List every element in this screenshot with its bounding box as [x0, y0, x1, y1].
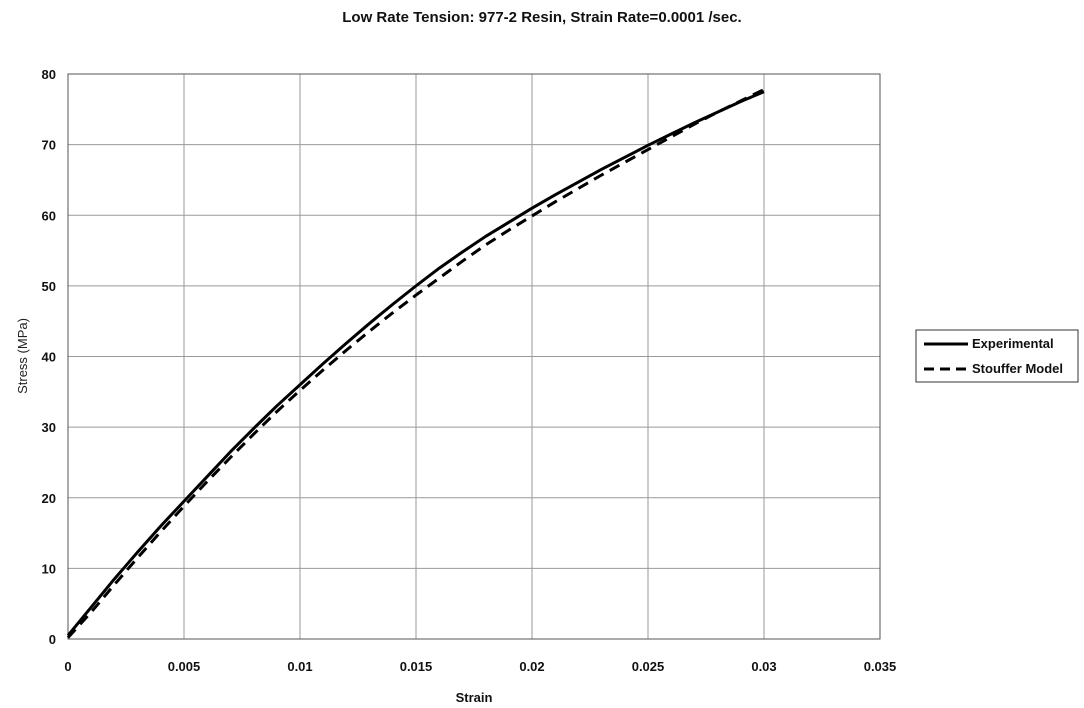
plot-area: [67, 73, 881, 640]
x-tick-label: 0.005: [168, 659, 201, 674]
legend-box: [915, 329, 1079, 383]
series-line-stouffer-model: [66, 88, 765, 639]
y-tick-label: 60: [42, 208, 56, 223]
y-tick-label: 0: [49, 632, 56, 647]
y-tick-label: 10: [42, 561, 56, 576]
y-tick-label: 70: [42, 138, 56, 153]
x-tick-label: 0.025: [632, 659, 665, 674]
y-tick-label: 20: [42, 491, 56, 506]
x-tick-label: 0.02: [519, 659, 544, 674]
grid: [67, 73, 881, 640]
y-axis-ticks: 0 10 20 30 40 50 60 70 80: [42, 67, 56, 647]
x-axis-label: Strain: [456, 690, 493, 705]
y-tick-label: 80: [42, 67, 56, 82]
series-line-experimental: [66, 90, 765, 637]
y-tick-label: 40: [42, 350, 56, 365]
x-tick-label: 0.01: [287, 659, 312, 674]
x-axis-ticks: 0 0.005 0.01 0.015 0.02 0.025 0.03 0.035: [64, 659, 896, 674]
x-tick-label: 0.035: [864, 659, 897, 674]
y-axis-label: Stress (MPa): [15, 318, 30, 394]
series-layer: [66, 88, 765, 639]
x-tick-label: 0.015: [400, 659, 433, 674]
legend: Experimental Stouffer Model: [915, 329, 1079, 383]
legend-label-stouffer-model: Stouffer Model: [972, 361, 1063, 376]
x-tick-label: 0: [64, 659, 71, 674]
y-tick-label: 30: [42, 420, 56, 435]
y-tick-label: 50: [42, 279, 56, 294]
legend-label-experimental: Experimental: [972, 336, 1054, 351]
chart-title: Low Rate Tension: 977-2 Resin, Strain Ra…: [342, 9, 741, 26]
x-tick-label: 0.03: [751, 659, 776, 674]
